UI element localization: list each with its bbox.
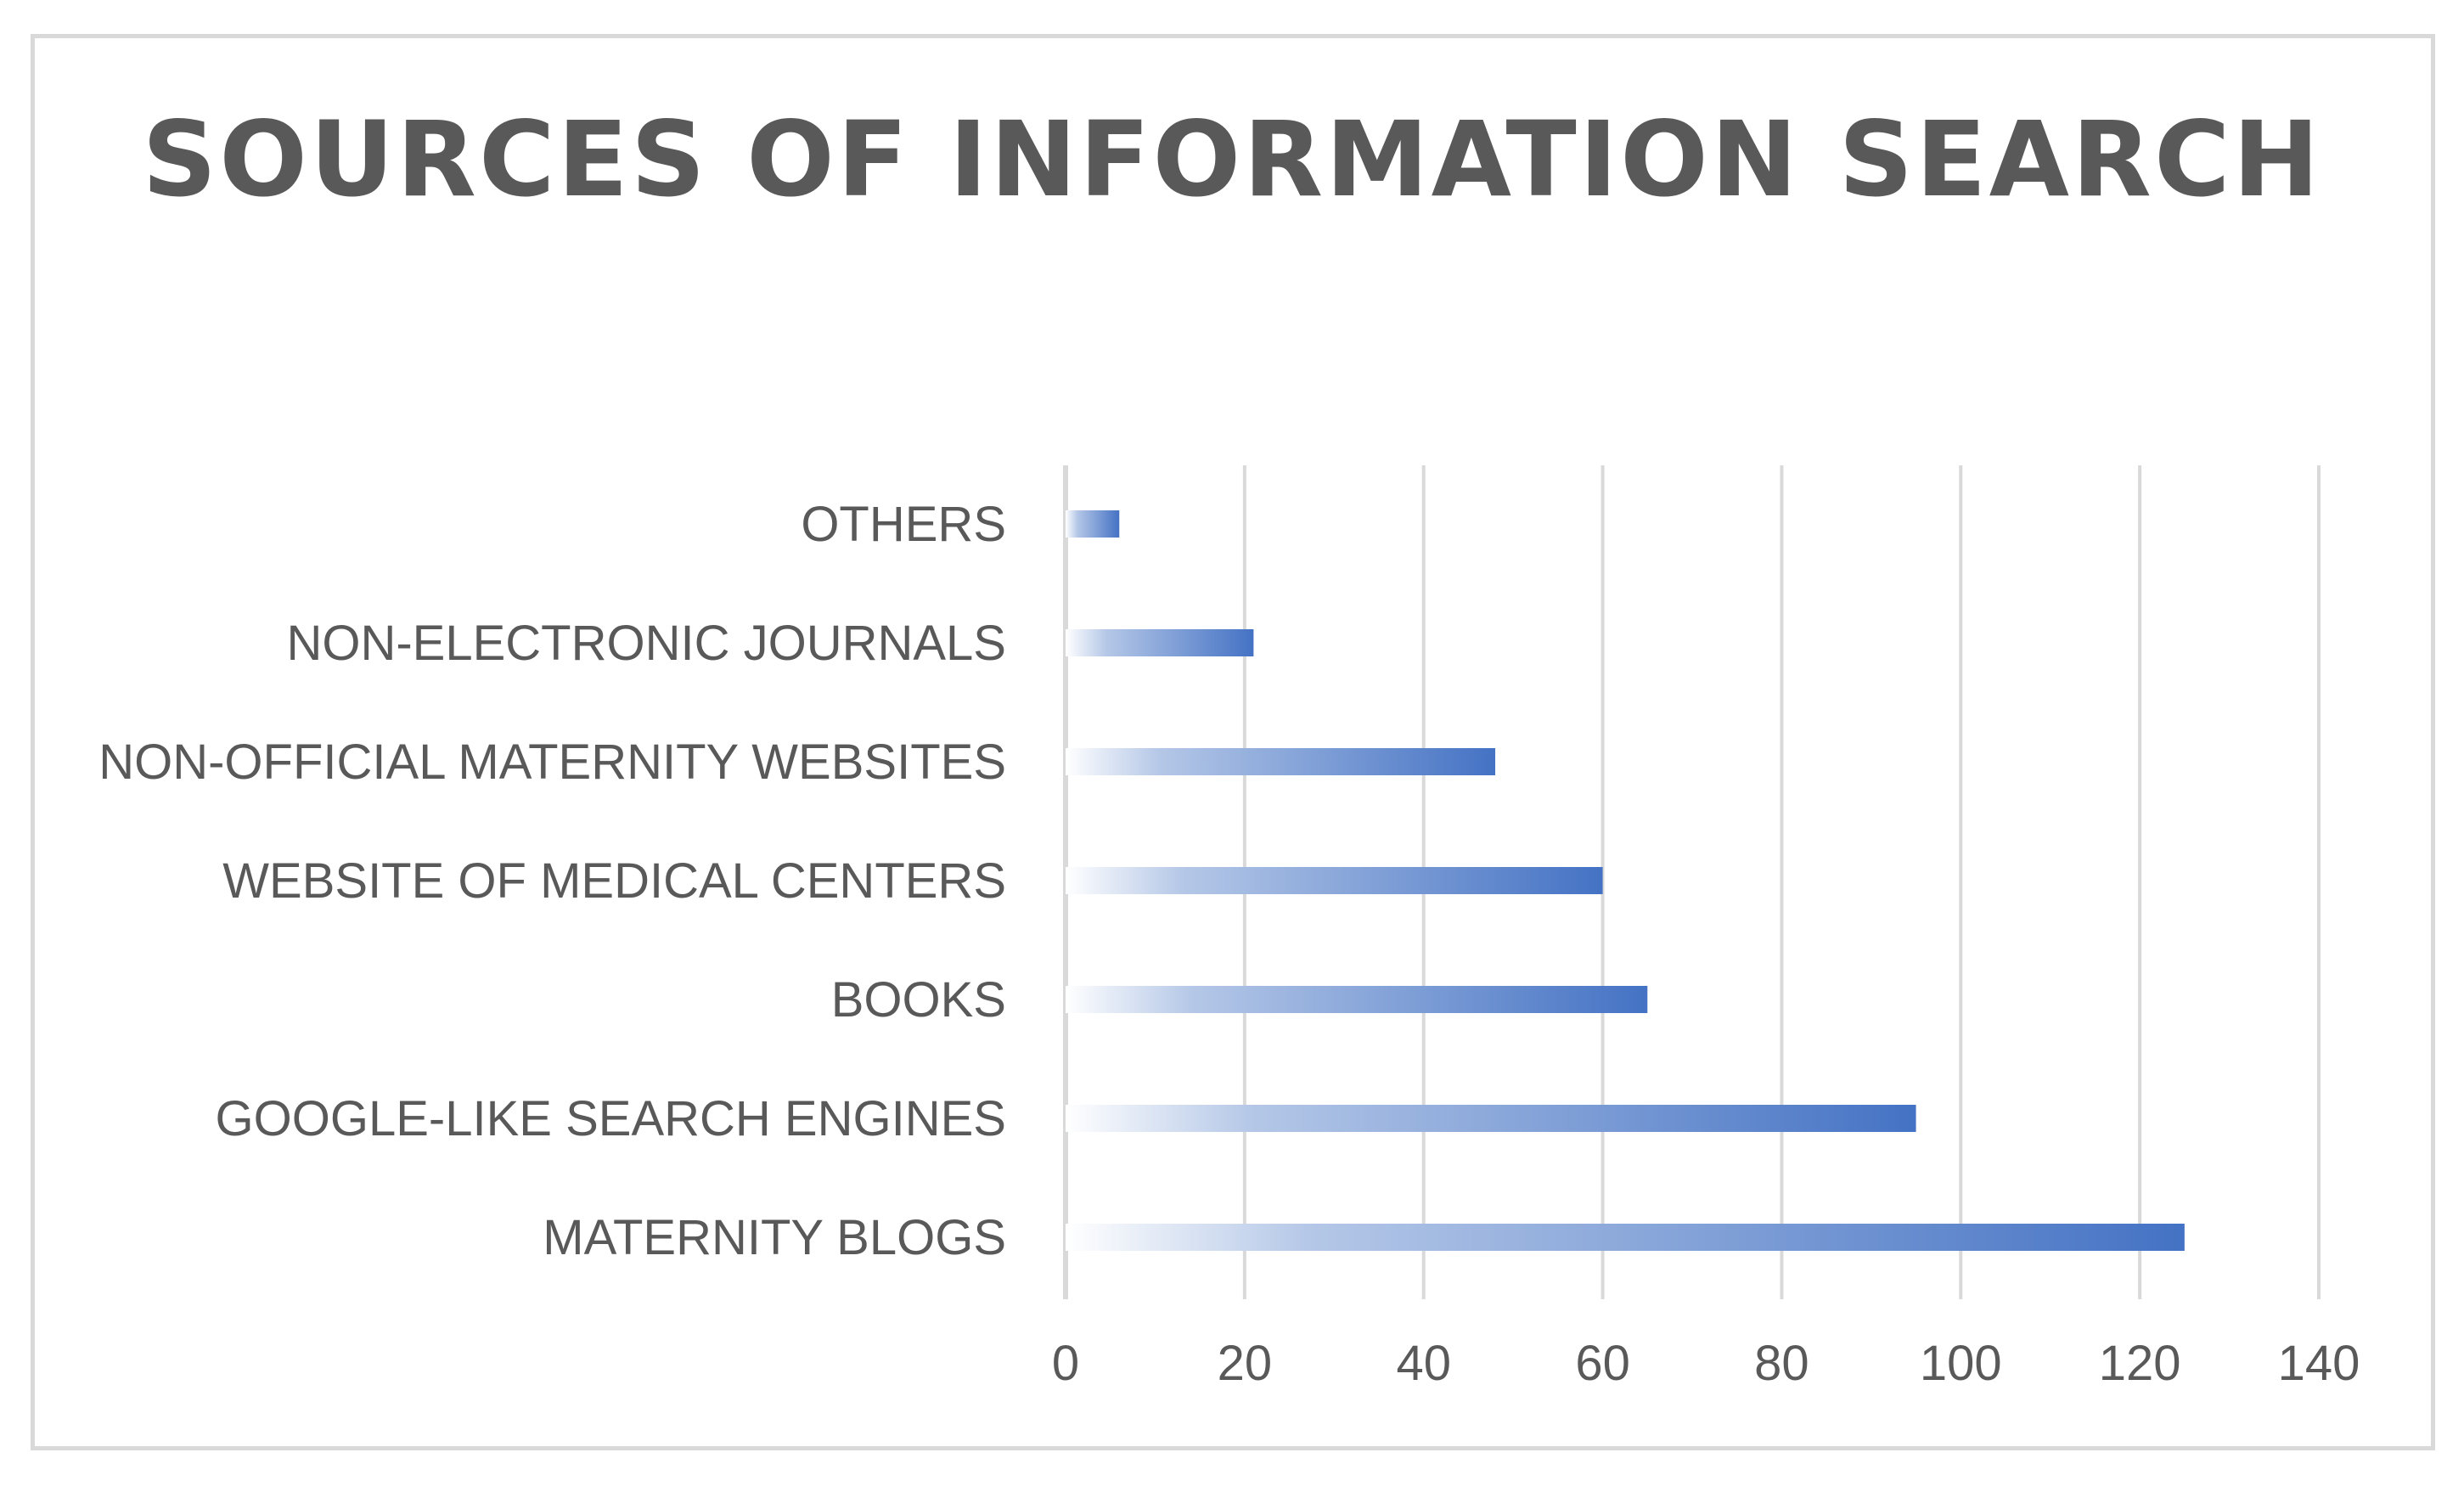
bar: [1066, 1224, 2185, 1251]
bar: [1066, 629, 1254, 656]
x-tick-label: 0: [1052, 1336, 1079, 1391]
x-tick-label: 40: [1396, 1336, 1451, 1391]
x-tick-label: 140: [2278, 1336, 2360, 1391]
bars: [1066, 510, 2185, 1251]
category-label: NON-ELECTRONIC JOURNALS: [286, 616, 1006, 671]
chart-title: SOURCES OF INFORMATION SEARCH: [142, 99, 2322, 220]
x-axis-tick-labels: 0 20 40 60 80 100 120 140: [1052, 1336, 2360, 1391]
bar: [1066, 1105, 1916, 1132]
category-label: MATERNITY BLOGS: [543, 1210, 1006, 1265]
bar: [1066, 986, 1648, 1013]
category-labels: MATERNITY BLOGS GOOGLE-LIKE SEARCH ENGINE…: [98, 497, 1006, 1265]
category-label: WEBSITE OF MEDICAL CENTERS: [222, 853, 1006, 909]
bar: [1066, 510, 1120, 538]
x-tick-label: 80: [1754, 1336, 1809, 1391]
x-tick-label: 60: [1575, 1336, 1630, 1391]
bar: [1066, 867, 1603, 894]
category-label: GOOGLE-LIKE SEARCH ENGINES: [216, 1091, 1006, 1146]
chart-frame: [31, 34, 2435, 1450]
category-label: BOOKS: [831, 972, 1006, 1028]
x-tick-label: 100: [1920, 1336, 2002, 1391]
category-label: OTHERS: [801, 497, 1006, 552]
x-tick-label: 20: [1218, 1336, 1273, 1391]
bar: [1066, 748, 1496, 775]
category-label: NON-OFFICIAL MATERNITY WEBSITES: [98, 735, 1006, 790]
x-tick-label: 120: [2099, 1336, 2181, 1391]
